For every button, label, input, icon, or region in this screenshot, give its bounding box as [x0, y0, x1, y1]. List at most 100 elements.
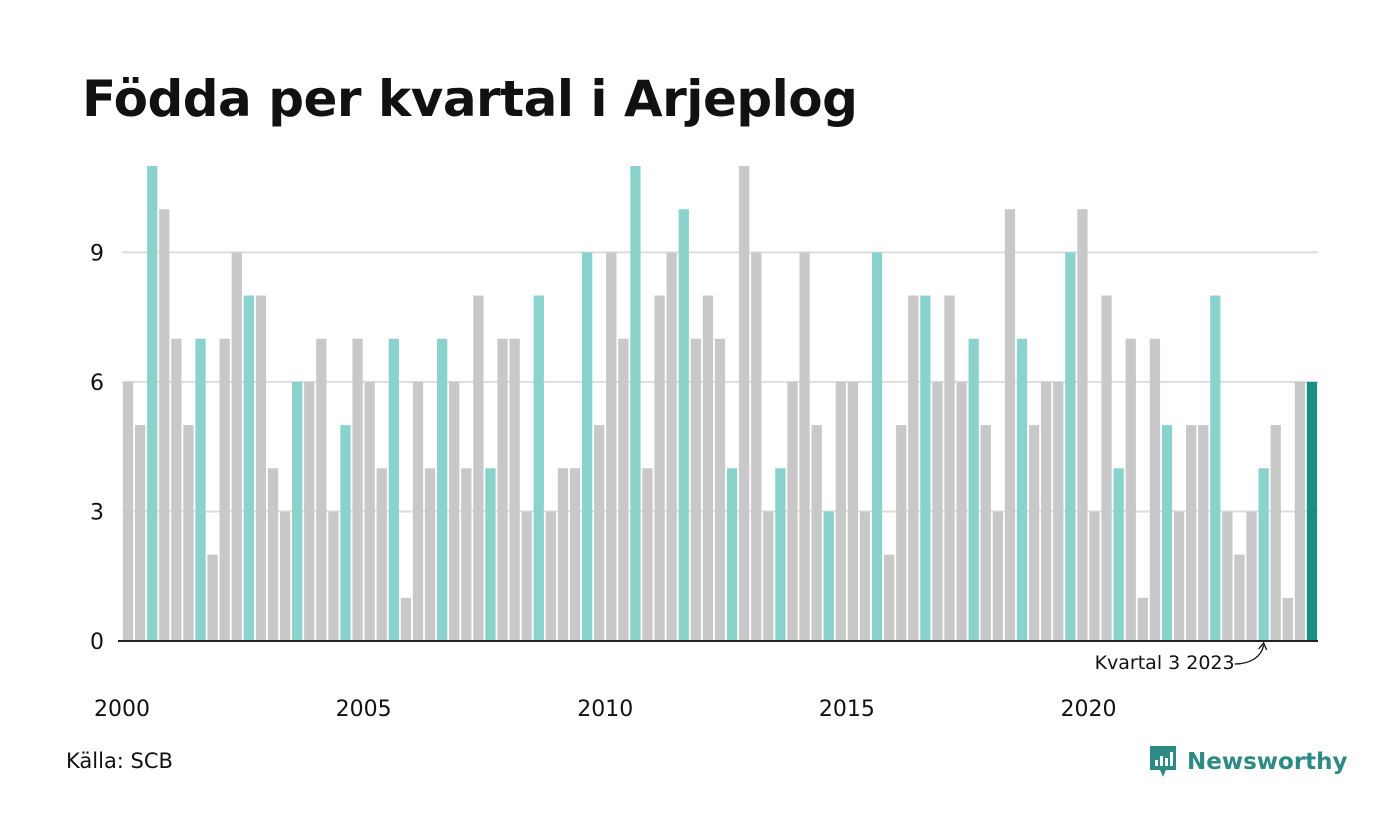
bar	[171, 338, 182, 641]
bar	[980, 425, 991, 641]
bar	[1089, 511, 1100, 641]
bar	[412, 381, 424, 641]
bar	[1125, 338, 1136, 641]
bars	[122, 166, 1318, 641]
bar	[775, 468, 786, 641]
bar-chart: 0 3 6 9 2000 2005 2010 2015 2020 Kvartal 3 2023	[90, 166, 1318, 722]
y-tick-label: 9	[90, 241, 104, 266]
bar	[678, 209, 689, 641]
bar	[751, 252, 762, 641]
bar	[896, 425, 907, 641]
newsworthy-logo-icon	[1150, 746, 1176, 777]
bar	[340, 425, 351, 641]
bar	[944, 295, 955, 641]
bar	[1173, 511, 1185, 641]
bar	[606, 252, 617, 641]
bar	[1101, 295, 1112, 641]
bar	[956, 381, 967, 641]
x-tick-label: 2020	[1060, 697, 1116, 722]
bar	[557, 468, 569, 641]
y-tick-labels: 0 3 6 9	[90, 241, 104, 655]
bar	[799, 252, 810, 641]
bar	[485, 468, 496, 641]
bar	[932, 381, 943, 641]
bar	[618, 338, 629, 641]
bar	[255, 295, 267, 641]
bar	[1186, 425, 1197, 641]
bar	[726, 468, 738, 641]
x-tick-label: 2000	[94, 697, 150, 722]
bar	[1113, 468, 1124, 641]
brand-name: Newsworthy	[1187, 749, 1348, 775]
bar	[871, 252, 883, 641]
bar	[883, 554, 895, 641]
bar	[449, 381, 460, 641]
bar	[1246, 511, 1257, 641]
bar	[147, 166, 158, 641]
bar	[1016, 338, 1028, 641]
bar	[1028, 425, 1040, 641]
bar	[267, 468, 279, 641]
bar	[908, 295, 919, 641]
bar	[533, 295, 544, 641]
bar	[1149, 338, 1161, 641]
bar	[968, 338, 979, 641]
bar	[509, 338, 520, 641]
bar	[1161, 425, 1173, 641]
bar	[122, 381, 134, 641]
bar	[1053, 381, 1064, 641]
bar	[1065, 252, 1076, 641]
bar	[1222, 511, 1233, 641]
annotation-arrowhead	[1258, 641, 1268, 651]
bar	[183, 425, 194, 641]
bar	[581, 252, 593, 641]
bar	[400, 597, 412, 641]
bar	[316, 338, 327, 641]
bar	[642, 468, 653, 641]
bar	[1198, 425, 1209, 641]
bar	[243, 295, 254, 641]
bar	[1077, 209, 1088, 641]
bar	[1294, 381, 1306, 641]
bar	[304, 381, 315, 641]
bar	[1210, 295, 1221, 641]
bar	[207, 554, 218, 641]
bar	[1270, 425, 1281, 641]
bar	[763, 511, 774, 641]
bar	[134, 425, 146, 641]
bar	[739, 166, 750, 641]
bar	[195, 338, 206, 641]
x-tick-labels: 2000 2005 2010 2015 2020	[94, 697, 1116, 722]
bar	[461, 468, 472, 641]
bar	[352, 338, 363, 641]
source-note: Källa: SCB	[66, 749, 173, 773]
bar	[992, 511, 1003, 641]
bar	[1306, 381, 1318, 641]
bar	[424, 468, 436, 641]
brand-logo[interactable]: Newsworthy	[1148, 744, 1348, 780]
bar	[219, 338, 230, 641]
annotation-arrow	[1234, 644, 1265, 665]
bar	[545, 511, 557, 641]
x-tick-label: 2015	[819, 697, 875, 722]
bar	[714, 338, 726, 641]
x-tick-label: 2010	[577, 697, 633, 722]
latest-label: Kvartal 3 2023	[1095, 652, 1235, 674]
y-tick-label: 3	[90, 500, 104, 525]
bar	[666, 252, 677, 641]
bar	[388, 338, 399, 641]
bar	[1234, 554, 1245, 641]
y-tick-label: 6	[90, 371, 104, 396]
bar	[823, 511, 834, 641]
bar	[811, 425, 822, 641]
bar	[1258, 468, 1269, 641]
bar	[159, 209, 170, 641]
bar	[859, 511, 871, 641]
bar	[654, 295, 665, 641]
bar	[292, 381, 303, 641]
bar	[521, 511, 532, 641]
bar	[1004, 209, 1016, 641]
bar	[279, 511, 291, 641]
bar	[328, 511, 339, 641]
bar	[364, 381, 375, 641]
